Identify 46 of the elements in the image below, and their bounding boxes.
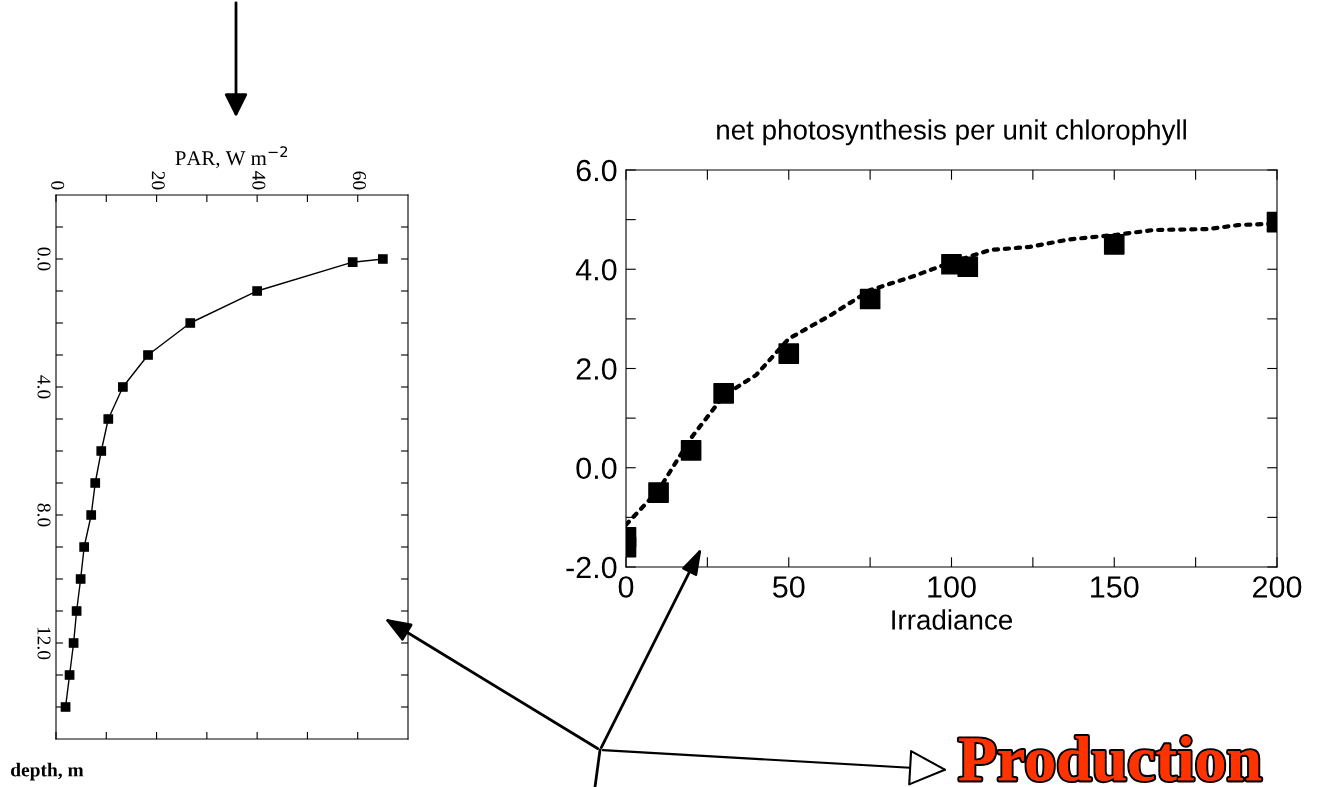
point [86, 510, 97, 520]
x-tick-label: 0 [51, 181, 65, 190]
point [64, 670, 75, 680]
y-tick-label: 4.0 [575, 258, 617, 281]
point [68, 638, 79, 648]
point [90, 478, 101, 488]
chart-title: net photosynthesis per unit chlorophyll [717, 119, 1186, 146]
x-tick-label: 20 [151, 171, 165, 190]
point [252, 286, 263, 296]
x-axis-title: PAR, W m$^{−2}$ [175, 146, 288, 169]
point [957, 256, 979, 278]
y-tick-label: 12.0 [37, 627, 51, 660]
point [680, 440, 702, 461]
x-axis-title: Irradiance [892, 609, 1013, 630]
point [778, 343, 800, 364]
point [103, 414, 114, 424]
point [75, 574, 86, 584]
point [79, 542, 90, 552]
point [859, 288, 881, 310]
y-tick-label: -2.0 [566, 556, 617, 579]
text: Production [959, 736, 1262, 782]
x-tick-label: 50 [772, 576, 805, 598]
x-tick-label: 200 [1253, 576, 1302, 598]
x-tick-label: 150 [1091, 576, 1139, 598]
point [71, 606, 82, 616]
point [118, 382, 128, 392]
point [347, 257, 358, 268]
point [377, 254, 388, 264]
point [60, 702, 71, 712]
y-tick-label: 2.0 [576, 358, 617, 380]
point [648, 482, 669, 503]
x-tick-label: 0 [618, 576, 634, 598]
y-tick-label: 8.0 [37, 503, 51, 527]
x-tick-label: 100 [928, 576, 976, 598]
point [96, 446, 107, 456]
point [185, 318, 196, 328]
y-axis-title: depth, m [11, 762, 84, 781]
point [1103, 234, 1125, 255]
y-tick-label: 6.0 [576, 159, 617, 182]
x-tick-label: 60 [352, 171, 366, 190]
x-tick-label: 40 [252, 171, 266, 190]
y-tick-label: 0.0 [576, 457, 617, 480]
y-tick-label: 0.0 [37, 247, 51, 271]
point [713, 382, 734, 404]
y-tick-label: 4.0 [37, 375, 51, 399]
point [143, 350, 153, 360]
